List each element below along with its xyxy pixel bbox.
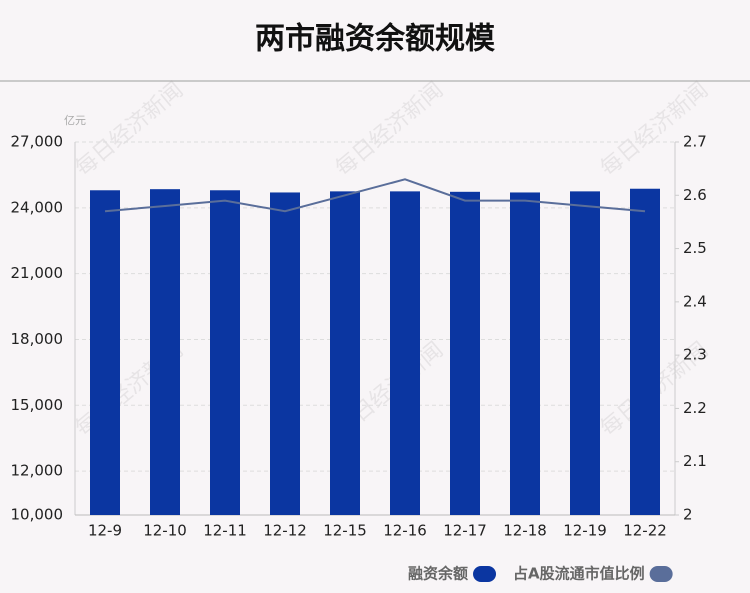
- y-tick-label: 15,000: [11, 396, 64, 414]
- line: [104, 178, 646, 213]
- y2-tick-label: 2.5: [683, 239, 707, 257]
- y2-tick-label: 2: [683, 506, 693, 524]
- legend-label: 融资余额: [408, 565, 468, 583]
- bar: [450, 191, 480, 516]
- y-tick-label: 12,000: [11, 462, 64, 480]
- bar: [630, 188, 660, 515]
- x-tick-label: 12-19: [563, 522, 607, 540]
- watermark: 每日经济新闻: [71, 78, 188, 182]
- watermark: 每日经济新闻: [331, 78, 448, 182]
- x-tick-label: 12-10: [143, 522, 187, 540]
- y2-tick-label: 2.4: [683, 292, 707, 310]
- chart-title: 两市融资余额规模: [255, 22, 495, 57]
- x-tick-label: 12-22: [623, 522, 667, 540]
- y2-tick-label: 2.7: [683, 133, 707, 151]
- legend-label: 占A股流通市值比例: [513, 565, 645, 583]
- x-tick-label: 12-9: [88, 522, 122, 540]
- x-tick-label: 12-15: [323, 522, 367, 540]
- y2-tick-label: 2.2: [683, 399, 707, 417]
- x-tick-label: 12-18: [503, 522, 547, 540]
- bar: [390, 191, 420, 515]
- bar: [90, 190, 120, 516]
- bar: [150, 189, 180, 515]
- y-tick-label: 10,000: [11, 506, 64, 524]
- y2-tick-label: 2.6: [683, 186, 707, 204]
- x-tick-label: 12-16: [383, 522, 427, 540]
- bar: [270, 192, 300, 515]
- x-tick-label: 12-12: [263, 522, 307, 540]
- bar: [570, 191, 600, 515]
- bar: [510, 192, 540, 515]
- y2-tick-label: 2.1: [683, 452, 707, 470]
- legend-swatch: [649, 566, 673, 582]
- y-tick-label: 24,000: [11, 198, 64, 216]
- y-tick-label: 21,000: [11, 264, 64, 282]
- legend-swatch: [473, 566, 497, 582]
- y-tick-label: 18,000: [11, 330, 64, 348]
- watermark: 每日经济新闻: [596, 78, 713, 182]
- y-unit: 亿元: [64, 114, 86, 127]
- bar: [330, 191, 360, 515]
- y2-tick-label: 2.3: [683, 346, 707, 364]
- y-tick-label: 27,000: [11, 133, 64, 151]
- x-tick-label: 12-11: [203, 522, 247, 540]
- x-tick-label: 12-17: [443, 522, 487, 540]
- bar: [210, 190, 240, 516]
